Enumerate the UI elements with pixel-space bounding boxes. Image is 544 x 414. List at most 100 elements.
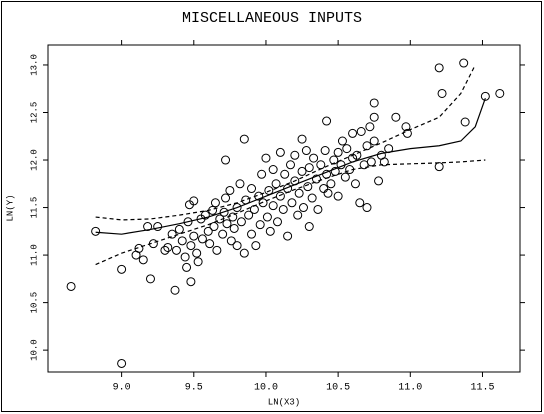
point [134,243,144,253]
point [262,212,272,222]
point [285,160,295,170]
point [203,226,213,236]
point [345,165,355,175]
y-tick-label: 11.5 [29,197,39,219]
point [330,166,340,176]
point [355,198,365,208]
point [297,134,307,144]
point [258,198,268,208]
point [261,153,271,163]
point [319,184,329,194]
point [333,147,343,157]
point [66,281,76,291]
point [221,193,231,203]
point [342,144,352,154]
point [322,116,332,126]
point [326,179,336,189]
point [210,198,220,208]
point [138,255,148,265]
point [337,136,347,146]
point [298,203,308,213]
point [91,226,101,236]
point [239,134,249,144]
point [434,63,444,73]
point [212,245,222,255]
point [323,188,333,198]
point [249,204,259,214]
point [366,157,376,167]
point [365,122,375,132]
point [189,231,199,241]
point [460,117,470,127]
point [186,277,196,287]
x-axis-label: LN(X3) [268,397,300,407]
point [304,222,314,232]
x-tick-label: 10.5 [326,383,350,394]
confidence-band [95,64,476,221]
point [192,248,202,258]
point [391,112,401,122]
y-tick-label: 13.0 [29,54,39,76]
y-tick-label: 12.5 [29,102,39,124]
point [239,248,249,258]
point [275,191,285,201]
point [311,174,321,184]
point [362,203,372,213]
point [369,136,379,146]
y-tick-label: 10.5 [29,292,39,314]
point [329,155,339,165]
y-tick-label: 10.0 [29,339,39,361]
point [340,172,350,182]
point [384,144,394,154]
point [189,196,199,206]
x-tick-label: 11.5 [470,383,494,394]
point [182,262,192,272]
point [177,236,187,246]
confidence-band [95,159,486,266]
point [309,153,319,163]
point [273,217,283,227]
point [183,217,193,227]
point [160,245,170,255]
point [459,58,469,68]
point [241,195,251,205]
point [170,285,180,295]
point [265,226,275,236]
point [402,128,412,138]
point [221,155,231,165]
point [208,205,218,215]
point [379,157,389,167]
point [254,191,264,201]
point [401,122,411,132]
point [167,229,177,239]
point [232,241,242,251]
point [369,112,379,122]
point [193,257,203,267]
point [153,222,163,232]
point [307,193,317,203]
point [232,203,242,213]
point [180,252,190,262]
point [117,358,127,368]
y-axis-label: LN(Y) [5,194,15,221]
point [369,98,379,108]
point [235,179,245,189]
chart-title: MISCELLANEOUS INPUTS [182,10,362,27]
point [197,234,207,244]
point [290,176,300,186]
point [117,264,127,274]
point [495,88,505,98]
point [287,198,297,208]
point [148,239,158,249]
x-tick-label: 9.5 [185,383,203,394]
point [226,236,236,246]
point [290,150,300,160]
point [222,219,232,229]
point [283,184,293,194]
point [186,241,196,251]
point [480,91,490,101]
y-tick-label: 12.0 [29,149,39,171]
point [356,127,366,137]
point [264,185,274,195]
